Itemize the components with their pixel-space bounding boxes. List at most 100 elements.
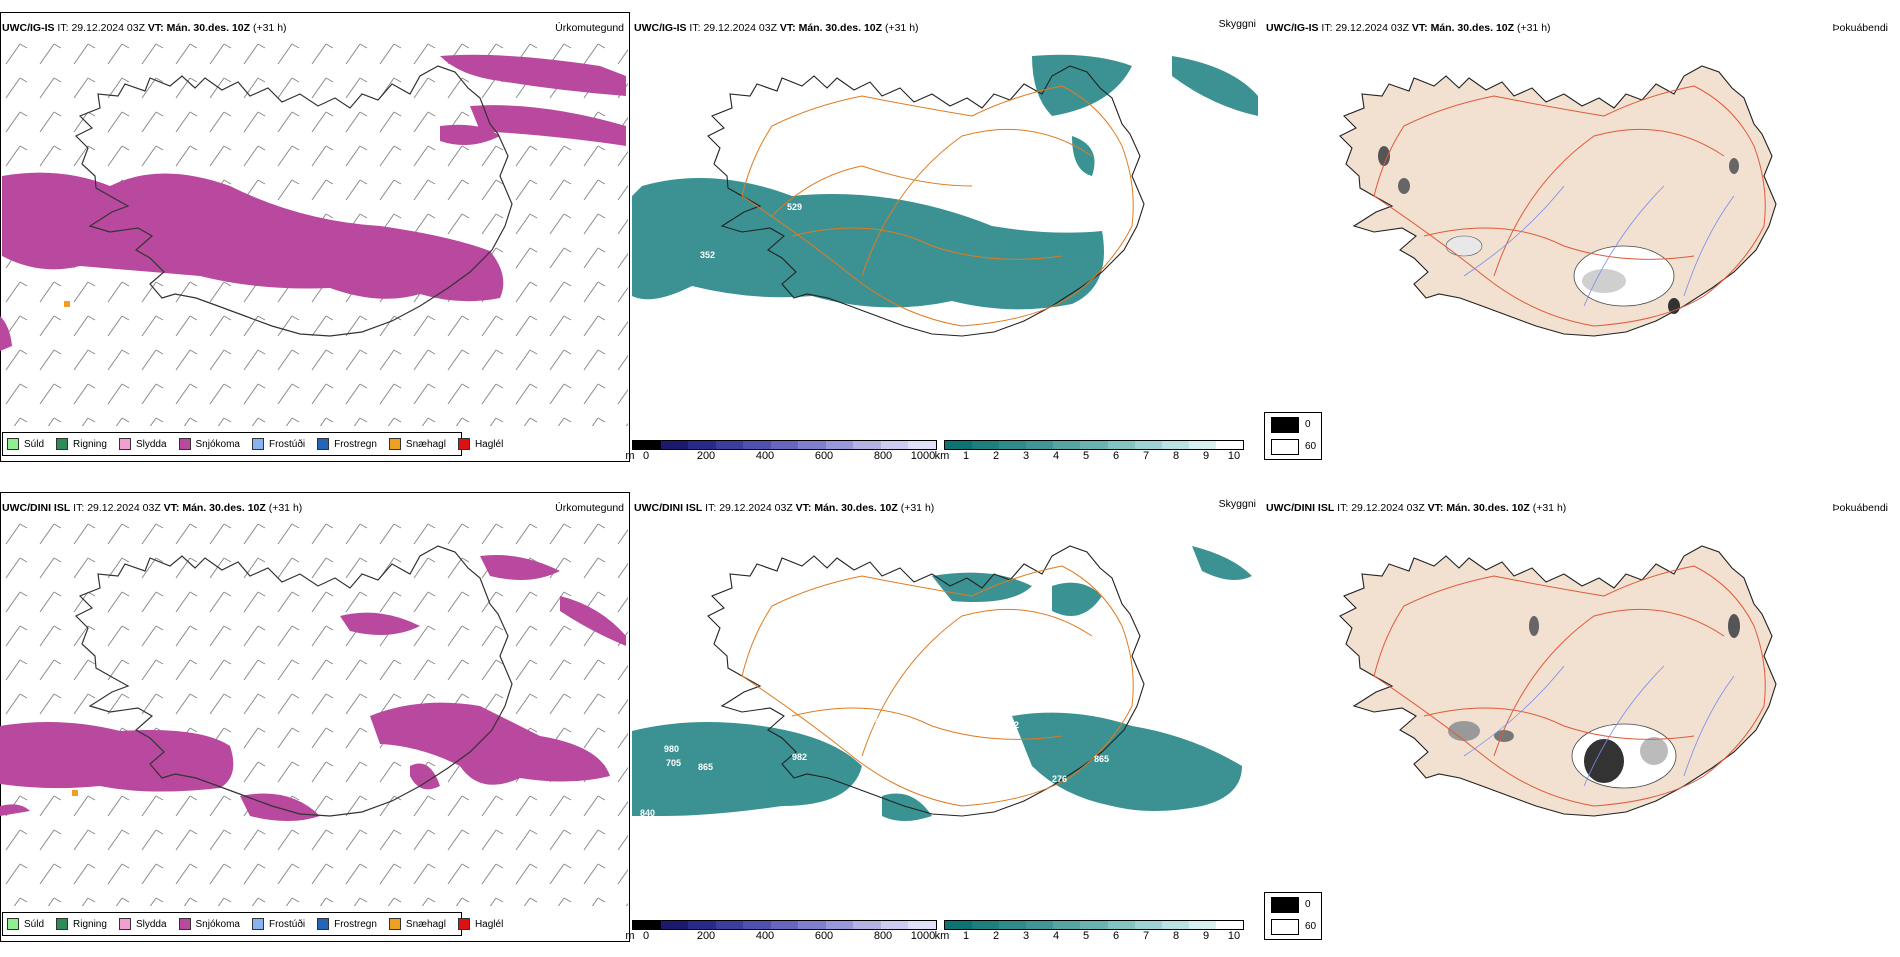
legend-label: Frostúði	[268, 918, 306, 930]
tick-label: 7	[1142, 930, 1150, 942]
vt-value: Mán. 30.des. 10Z	[182, 502, 266, 514]
vis-label: 529	[787, 202, 802, 212]
fog-panel-dini: UWC/DINI ISL IT: 29.12.2024 03Z VT: Mán.…	[1264, 492, 1894, 957]
fog-legend: 0 60	[1264, 892, 1322, 940]
legend-item: Snjókoma	[178, 918, 240, 930]
fog-legend-value: 0	[1305, 419, 1311, 430]
vis-label: 563	[868, 714, 883, 724]
it-label: IT:	[689, 22, 701, 34]
it-label: IT:	[1321, 22, 1333, 34]
unit-label: km	[934, 930, 950, 942]
panel-header: UWC/IG-IS IT: 29.12.2024 03Z VT: Mán. 30…	[1266, 22, 1892, 34]
legend-label: Rigning	[73, 918, 107, 930]
model-name: UWC/DINI ISL	[1266, 502, 1335, 514]
rivers	[1463, 185, 1735, 307]
tick-label: 8	[1172, 930, 1180, 942]
unit-label: m	[625, 930, 635, 942]
it-value: 29.12.2024 03Z	[71, 22, 145, 34]
unit-label: m	[625, 450, 635, 462]
visibility-panel-igis: UWC/IG-IS IT: 29.12.2024 03Z VT: Mán. 30…	[625, 12, 1262, 477]
fog-legend-value: 60	[1305, 921, 1317, 932]
panel-title: Þokuábendi	[1832, 502, 1888, 514]
fog-map	[1339, 65, 1777, 337]
legend-label: Haglél	[474, 438, 504, 450]
legend-item: Rigning	[56, 918, 107, 930]
it-label: IT:	[57, 22, 69, 34]
panel-title: Skyggni	[1218, 18, 1256, 30]
fog-swatch-white	[1271, 919, 1299, 935]
legend-item: Snjókoma	[178, 438, 240, 450]
cloud-base-bar	[632, 440, 937, 450]
fog-legend-value: 60	[1305, 441, 1317, 452]
it-value: 29.12.2024 03Z	[1351, 502, 1425, 514]
it-value: 29.12.2024 03Z	[719, 502, 793, 514]
tick-label: 200	[696, 450, 716, 462]
tick-label: 0	[642, 930, 650, 942]
tick-label: 2	[992, 450, 1000, 462]
tick-label: 0	[642, 450, 650, 462]
visibility-map: 529 352 986 52 185	[632, 54, 1258, 350]
tick-label: 7	[1142, 450, 1150, 462]
tick-label: 1000	[910, 450, 936, 462]
lead-time: (+31 h)	[1532, 502, 1567, 514]
snow-areas	[0, 54, 626, 351]
vis-label: 986	[684, 298, 699, 308]
tick-label: 5	[1082, 930, 1090, 942]
visibility-bar	[944, 920, 1244, 930]
vis-label: 276	[1052, 774, 1067, 784]
model-name: UWC/IG-IS	[1266, 22, 1319, 34]
lead-time: (+31 h)	[1516, 22, 1551, 34]
tick-label: 3	[1022, 930, 1030, 942]
visibility-value-labels: 529 352 986 52 185	[684, 158, 1154, 350]
vt-label: VT:	[779, 22, 796, 34]
vis-label: 172	[1004, 720, 1019, 730]
panel-title: Skyggni	[1218, 498, 1256, 510]
visibility-panel-dini: UWC/DINI ISL IT: 29.12.2024 03Z VT: Mán.…	[625, 492, 1262, 957]
visibility-colorbar: km 1 2 3 4 5 6 7 8 9 10	[935, 440, 1244, 462]
panel-header: UWC/DINI ISL IT: 29.12.2024 03Z VT: Mán.…	[2, 502, 628, 514]
low-visibility-areas	[632, 54, 1258, 310]
legend-label: Haglél	[474, 918, 504, 930]
vt-label: VT:	[1427, 502, 1444, 514]
fog-legend: 0 60	[1264, 412, 1322, 460]
fog-patches	[1378, 146, 1739, 314]
tick-label: 800	[873, 450, 893, 462]
legend-label: Súld	[24, 918, 45, 930]
tick-label: 9	[1202, 930, 1210, 942]
cloud-base-colorbar: m 0 200 400 600 800 1000	[625, 440, 937, 464]
tick-label: 2	[992, 930, 1000, 942]
legend-label: Snæhagl	[405, 918, 446, 930]
legend-item: Haglél	[457, 438, 504, 450]
model-name: UWC/DINI ISL	[2, 502, 71, 514]
legend-label: Rigning	[73, 438, 107, 450]
precip-legend: Súld Rigning Slydda Snjókoma Frostúði Fr…	[2, 912, 503, 936]
model-name: UWC/IG-IS	[634, 22, 687, 34]
tick-label: 8	[1172, 450, 1180, 462]
vt-value: Mán. 30.des. 10Z	[1446, 502, 1530, 514]
tick-label: 1	[962, 930, 970, 942]
fog-legend-value: 0	[1305, 899, 1311, 910]
tick-label: 4	[1052, 930, 1060, 942]
vt-label: VT:	[147, 22, 164, 34]
cloud-base-ticks: m 0 200 400 600 800 1000	[625, 450, 937, 464]
visibility-map: 980 705 865 982 563 172 276 865 840	[632, 545, 1252, 821]
unit-label: km	[934, 450, 950, 462]
tick-label: 6	[1112, 930, 1120, 942]
vt-value: Mán. 30.des. 10Z	[166, 22, 251, 34]
tick-label: 1000	[910, 930, 936, 942]
vis-label: 52	[1144, 158, 1154, 168]
vt-value: Mán. 30.des. 10Z	[1430, 22, 1515, 34]
panel-header: UWC/IG-IS IT: 29.12.2024 03Z VT: Mán. 30…	[2, 22, 628, 34]
it-value: 29.12.2024 03Z	[703, 22, 777, 34]
tick-label: 10	[1227, 450, 1241, 462]
panel-header: UWC/DINI ISL IT: 29.12.2024 03Z VT: Mán.…	[634, 498, 1260, 514]
tick-label: 4	[1052, 450, 1060, 462]
legend-item: Rigning	[56, 438, 107, 450]
roads	[1373, 565, 1766, 807]
roads	[741, 565, 1134, 807]
rivers	[1463, 665, 1735, 787]
tick-label: 800	[873, 930, 893, 942]
fog-map	[1339, 545, 1777, 817]
precip-type-panel-igis: UWC/IG-IS IT: 29.12.2024 03Z VT: Mán. 30…	[0, 12, 630, 477]
visibility-bar	[944, 440, 1244, 450]
